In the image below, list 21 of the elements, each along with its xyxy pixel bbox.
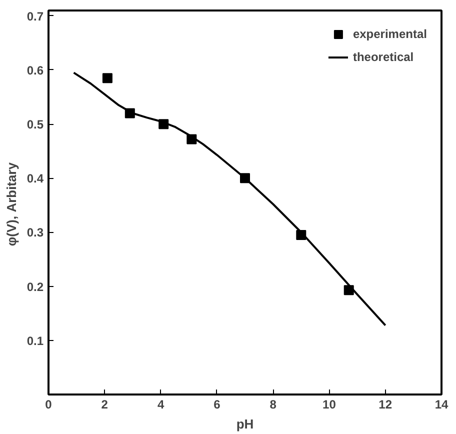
x-tick-label: 2 xyxy=(101,398,108,412)
x-tick-label: 12 xyxy=(378,398,392,412)
y-axis-title: φ(V), Arbitary xyxy=(4,162,19,246)
y-tick-label: 0.1 xyxy=(26,334,44,348)
y-tick-label: 0.5 xyxy=(26,118,44,132)
y-tick-label: 0.3 xyxy=(26,226,44,240)
x-axis-title: pH xyxy=(236,416,254,432)
x-tick-label: 6 xyxy=(214,398,221,412)
y-tick-label: 0.2 xyxy=(26,280,44,294)
x-tick-label: 0 xyxy=(45,398,52,412)
y-tick-label: 0.7 xyxy=(26,9,44,24)
y-tick-label: 0.4 xyxy=(26,172,44,186)
point xyxy=(102,73,112,84)
x-tick-label: 10 xyxy=(322,398,336,412)
line-series xyxy=(72,72,386,326)
legend-label: experimental xyxy=(352,27,427,41)
y-tick-label: 0.6 xyxy=(26,63,44,78)
x-tick-label: 14 xyxy=(434,398,448,412)
x-tick-label: 8 xyxy=(270,398,277,412)
x-tick-label: 4 xyxy=(157,398,164,412)
legend-label: theoretical xyxy=(352,50,414,64)
